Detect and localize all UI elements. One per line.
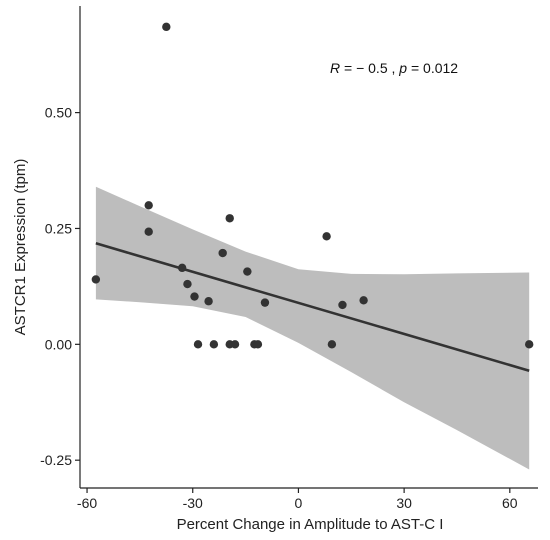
x-tick-label: 30 [396,495,412,511]
annotation-p-symbol: p [398,60,407,76]
x-tick-label: 60 [502,495,518,511]
axes-layer: -60 -30 0 30 60 -0.25 0.00 0.25 0.50 [40,6,538,511]
data-point [322,232,331,241]
x-tick-label: 0 [295,495,303,511]
y-tick-label: 0.00 [45,336,72,352]
data-point [243,267,252,276]
data-point [253,340,263,349]
data-point [162,22,171,32]
x-tick-label: -60 [77,495,97,511]
data-point [183,279,192,289]
data-point [144,201,153,210]
data-points-layer [91,22,534,349]
x-axis-title: Percent Change in Amplitude to AST-C I [177,516,444,533]
confidence-band [95,186,530,470]
y-tick-label: 0.50 [45,105,72,121]
y-tick-label: -0.25 [40,452,72,468]
x-tick-label: -30 [183,495,203,511]
data-point [144,227,153,236]
data-point [359,296,368,305]
annotation-p-value: = 0.012 [407,60,458,76]
data-point [225,214,234,223]
data-point [218,248,227,258]
data-point [190,292,199,301]
regression-line-layer [95,242,530,372]
regression-line [95,242,530,372]
data-point [209,340,219,349]
data-point [338,300,347,310]
data-point [177,263,187,273]
data-point [193,340,203,349]
y-axis-title: ASTCR1 Expression (tpm) [12,159,29,336]
confidence-band-layer [95,186,530,470]
data-point [204,297,213,306]
data-point [327,340,337,349]
correlation-annotation: R = − 0.5 , p = 0.012 [330,60,458,76]
data-point [230,340,240,349]
y-tick-label: 0.25 [45,220,72,236]
data-point [524,340,534,349]
annotation-r-value: = − 0.5 , [340,60,399,76]
annotation-r-symbol: R [330,60,340,76]
data-point [260,298,270,307]
data-point [91,275,101,284]
